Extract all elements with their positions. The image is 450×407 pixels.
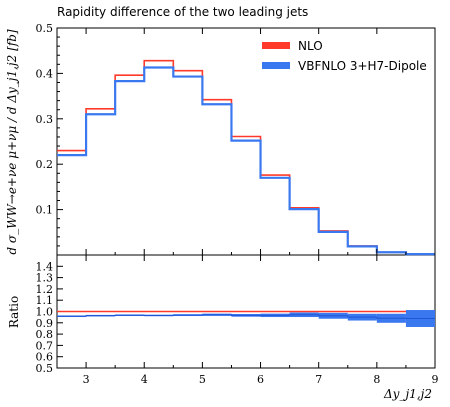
legend-label-nlo: NLO (298, 39, 323, 53)
ratio-y-tick-label: 1.0 (36, 306, 54, 319)
legend-swatch-vbfnlo (262, 62, 290, 69)
ratio-y-tick-label: 1.2 (36, 283, 54, 296)
legend-swatch-nlo (262, 42, 290, 49)
ratio-y-tick-label: 0.9 (36, 317, 54, 330)
y-tick-label: 0.4 (36, 67, 54, 80)
series-line-nlo (57, 59, 435, 255)
chart-title: Rapidity difference of the two leading j… (57, 5, 308, 19)
x-axis-ticks: 3 4 5 6 7 8 9 (56, 28, 439, 386)
main-ticks: 0.1 0.2 0.3 0.4 0.5 (36, 22, 63, 247)
x-tick-label: 4 (141, 373, 148, 386)
ratio-ticks: 0.50.60.70.80.91.01.11.21.31.4 (36, 260, 63, 375)
ratio-line-vbfnlo (57, 314, 435, 320)
ratio-y-tick-label: 0.6 (36, 351, 54, 364)
y-tick-label: 0.2 (36, 158, 54, 171)
legend: NLO VBFNLO 3+H7-Dipole (262, 39, 427, 73)
y-tick-label: 0.5 (36, 22, 54, 35)
x-tick-label: 6 (257, 373, 264, 386)
ratio-y-tick-label: 1.4 (36, 260, 54, 273)
ratio-y-tick-label: 0.8 (36, 328, 54, 341)
ratio-y-tick-label: 1.1 (36, 294, 54, 307)
x-tick-label: 3 (83, 373, 90, 386)
ratio-plot (57, 310, 435, 327)
ratio-axis-label: Ratio (7, 296, 21, 328)
ratio-y-tick-label: 1.3 (36, 272, 54, 285)
x-axis-label: Δy_j1,j2 (383, 387, 432, 401)
y-axis-label: d σ_WW→e+νe μ+νμ / d Δy_j1,j2 [fb] (5, 29, 19, 254)
legend-label-vbfnlo: VBFNLO 3+H7-Dipole (298, 59, 427, 73)
x-tick-label: 9 (432, 373, 439, 386)
y-tick-label: 0.3 (36, 113, 54, 126)
ratio-y-tick-label: 0.7 (36, 339, 54, 352)
x-tick-label: 8 (373, 373, 380, 386)
main-histogram (57, 59, 435, 256)
ratio-y-tick-label: 0.5 (36, 362, 54, 375)
x-tick-label: 5 (199, 373, 206, 386)
x-tick-label: 7 (315, 373, 322, 386)
series-line-vbfnlo (57, 66, 435, 256)
y-tick-label: 0.1 (36, 204, 54, 217)
